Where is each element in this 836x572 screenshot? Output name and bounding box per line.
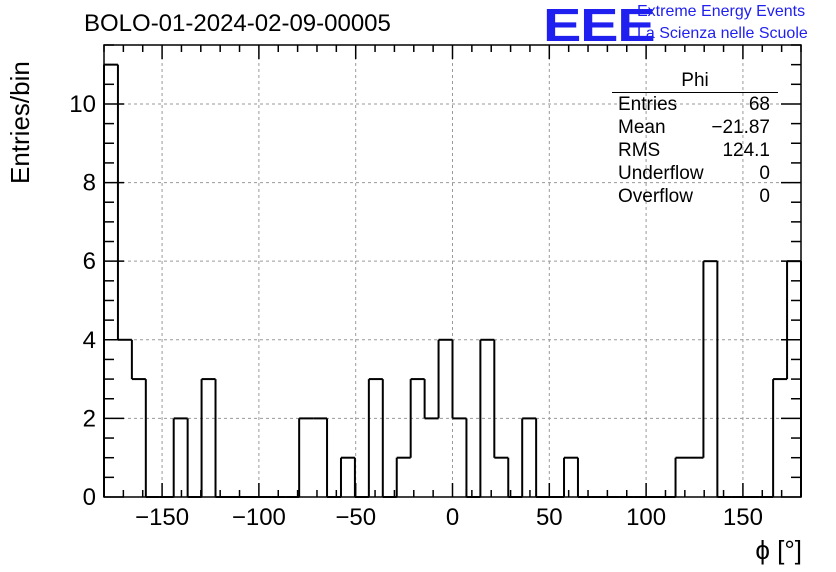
stats-value: 68 (748, 94, 770, 115)
y-tick-label: 10 (69, 91, 96, 118)
x-tick-label: 150 (723, 504, 763, 531)
stats-value: 0 (759, 186, 770, 207)
stats-row-overflow: Overflow 0 (612, 185, 778, 208)
stats-value: 124.1 (722, 140, 770, 161)
stats-box: Phi Entries 68 Mean −21.87 RMS 124.1 Und… (612, 70, 778, 208)
y-axis-label: Entries/bin (5, 61, 35, 184)
y-tick-labels: 0 2 4 6 8 10 (69, 91, 96, 511)
stats-row-entries: Entries 68 (612, 93, 778, 116)
stats-title: Phi (612, 70, 778, 93)
axis-ticks (103, 44, 802, 498)
x-axis-label: ϕ [°] (755, 535, 802, 565)
plot-frame (103, 44, 802, 498)
stats-label: Mean (618, 117, 666, 138)
stats-label: RMS (618, 140, 661, 161)
logo-line-2: La Scienza nelle Scuole (637, 25, 808, 42)
y-tick-label: 4 (83, 327, 96, 354)
chart-title: BOLO-01-2024-02-09-00005 (84, 10, 391, 37)
x-tick-label: −50 (335, 504, 376, 531)
x-tick-label: −150 (135, 504, 189, 531)
y-tick-label: 8 (83, 170, 96, 197)
x-tick-label: 50 (536, 504, 563, 531)
stats-row-mean: Mean −21.87 (612, 116, 778, 139)
eee-logo: EEE (543, 0, 656, 51)
stats-label: Entries (618, 94, 678, 115)
stats-label: Overflow (618, 186, 693, 207)
y-tick-label: 0 (83, 484, 96, 511)
stats-value: 0 (759, 163, 770, 184)
x-tick-label: −100 (232, 504, 286, 531)
x-tick-label: 100 (626, 504, 666, 531)
x-tick-label: 0 (446, 504, 459, 531)
stats-label: Underflow (618, 163, 704, 184)
logo-line-1: Extreme Energy Events (637, 3, 806, 20)
stats-row-rms: RMS 124.1 (612, 139, 778, 162)
stats-value: −21.87 (711, 117, 770, 138)
stats-row-underflow: Underflow 0 (612, 162, 778, 185)
y-tick-label: 2 (83, 405, 96, 432)
y-tick-label: 6 (83, 248, 96, 275)
x-tick-labels: −150 −100 −50 0 50 100 150 (135, 504, 763, 531)
